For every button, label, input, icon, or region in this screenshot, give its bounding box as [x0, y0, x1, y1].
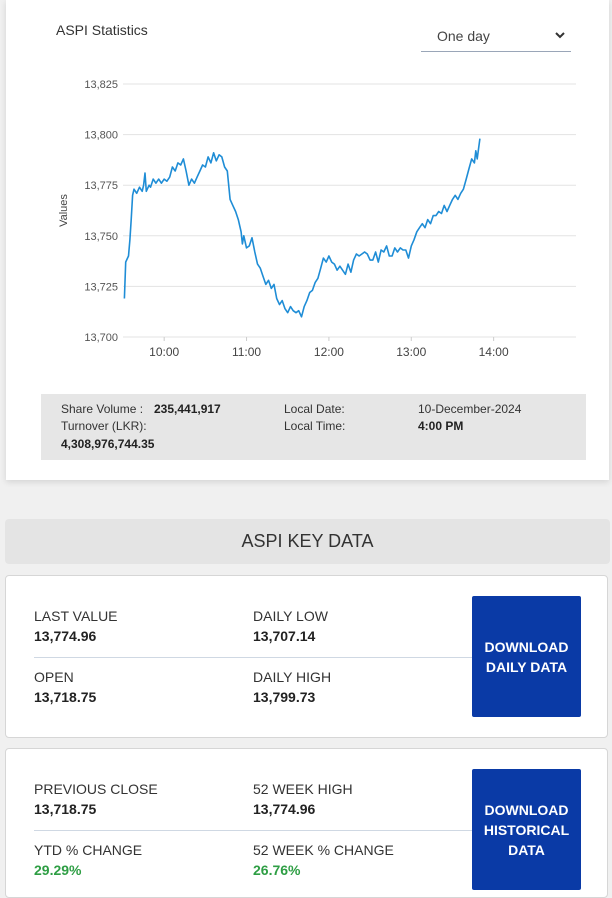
daily-high-label: DAILY HIGH [253, 669, 332, 685]
download-daily-data-button[interactable]: DOWNLOAD DAILY DATA [472, 596, 581, 717]
x-tick-label: 14:00 [479, 345, 509, 359]
week52-high-value: 13,774.96 [253, 801, 316, 817]
stats-title: ASPI Statistics [56, 22, 148, 38]
range-dropdown[interactable]: One day [421, 24, 571, 52]
download-historical-data-button[interactable]: DOWNLOAD HISTORICAL DATA [472, 769, 581, 890]
local-time-label: Local Time: [284, 419, 346, 433]
y-tick-label: 13,800 [84, 130, 118, 142]
local-date-label: Local Date: [284, 402, 345, 416]
ytd-change-label: YTD % CHANGE [34, 842, 143, 858]
last-value-label: LAST VALUE [34, 608, 118, 624]
aspi-series-line [123, 138, 481, 318]
share-volume-label: Share Volume : [61, 402, 144, 416]
y-tick-label: 13,700 [84, 332, 118, 344]
previous-close-label: PREVIOUS CLOSE [34, 781, 158, 797]
aspi-line-chart: 13,825 13,800 13,775 13,750 13,725 13,700 10:0… [58, 79, 576, 359]
daily-high-value: 13,799.73 [253, 689, 316, 705]
x-tick-label: 11:00 [232, 345, 261, 359]
divider [34, 830, 476, 831]
key-data-card-historical: PREVIOUS CLOSE 13,718.75 52 WEEK HIGH 13… [5, 748, 608, 898]
x-tick-label: 13:00 [396, 345, 426, 359]
y-axis-label: Values [58, 194, 70, 227]
y-tick-label: 13,775 [84, 180, 118, 192]
week52-change-value: 26.76% [253, 862, 301, 878]
key-data-heading: ASPI KEY DATA [5, 519, 610, 564]
y-tick-label: 13,750 [84, 231, 118, 243]
divider [34, 657, 476, 658]
open-value: 13,718.75 [34, 689, 97, 705]
aspi-statistics-card: ASPI Statistics One day 13,825 13,800 13,7… [6, 0, 609, 480]
turnover-label: Turnover (LKR): [61, 419, 147, 433]
open-label: OPEN [34, 669, 74, 685]
daily-low-value: 13,707.14 [253, 628, 316, 644]
x-tick-label: 12:00 [314, 345, 344, 359]
week52-change-label: 52 WEEK % CHANGE [253, 842, 394, 858]
ytd-change-value: 29.29% [34, 862, 82, 878]
turnover-value: 4,308,976,744.35 [61, 437, 155, 451]
local-time-value: 4:00 PM [418, 419, 464, 433]
x-tick-label: 10:00 [149, 345, 179, 359]
local-date-value: 10-December-2024 [418, 402, 522, 416]
previous-close-value: 13,718.75 [34, 801, 97, 817]
week52-high-label: 52 WEEK HIGH [253, 781, 353, 797]
last-value: 13,774.96 [34, 628, 97, 644]
range-selected-value: One day [437, 28, 490, 44]
daily-low-label: DAILY LOW [253, 608, 328, 624]
y-tick-label: 13,825 [84, 79, 118, 91]
share-volume-value: 235,441,917 [154, 402, 221, 416]
key-data-card-daily: LAST VALUE 13,774.96 DAILY LOW 13,707.14… [5, 575, 608, 738]
y-tick-label: 13,725 [84, 281, 118, 293]
chevron-down-icon [555, 32, 565, 39]
session-info-box: Share Volume : 235,441,917 Turnover (LKR… [41, 394, 586, 460]
